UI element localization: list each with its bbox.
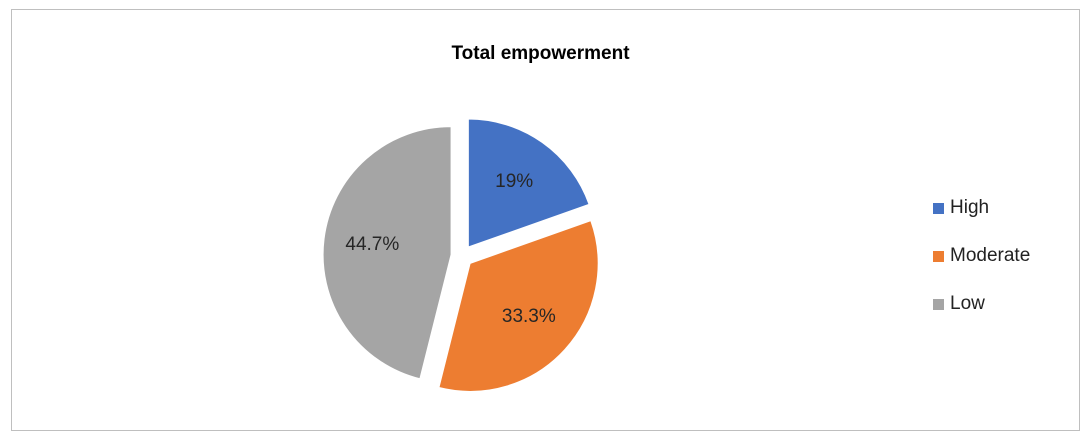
data-label-low: 44.7% (345, 234, 399, 255)
legend-label-moderate: Moderate (950, 245, 1031, 266)
legend-swatch-moderate (933, 250, 944, 262)
legend-label-high: High (950, 197, 990, 218)
chart-title: Total empowerment (451, 43, 630, 64)
legend-item-low: Low (933, 292, 1030, 316)
data-label-moderate: 33.3% (502, 306, 556, 327)
legend-item-moderate: Moderate (933, 244, 1030, 268)
legend-label-low: Low (950, 293, 985, 314)
pie-slice-moderate (438, 220, 599, 392)
legend-item-high: High (933, 196, 1030, 220)
legend-swatch-low (933, 298, 944, 310)
legend-swatch-high (933, 202, 944, 214)
pie-slice-high (467, 118, 590, 248)
data-label-high: 19% (495, 171, 533, 192)
pie-slice-low (322, 126, 452, 380)
legend: High Moderate Low (933, 196, 1030, 340)
